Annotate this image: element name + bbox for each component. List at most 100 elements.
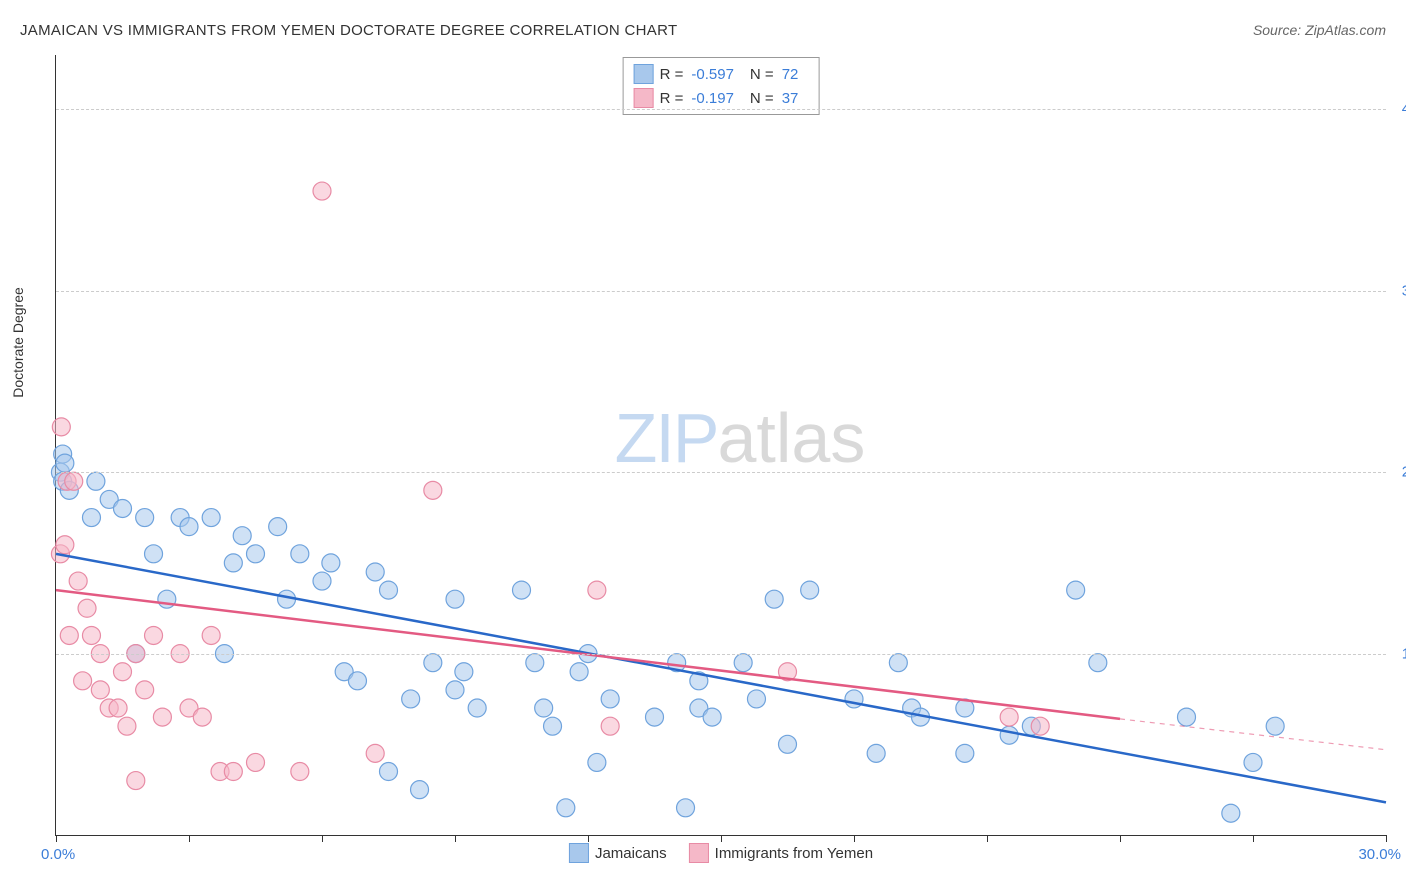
x-tick (1386, 835, 1387, 842)
data-point (601, 690, 619, 708)
data-point (1089, 654, 1107, 672)
data-point (544, 717, 562, 735)
x-tick (721, 835, 722, 842)
data-point (366, 563, 384, 581)
x-tick (588, 835, 589, 842)
gridline (56, 654, 1386, 655)
x-tick (56, 835, 57, 842)
data-point (348, 672, 366, 690)
data-point (446, 681, 464, 699)
data-point (233, 527, 251, 545)
data-point (291, 545, 309, 563)
legend-n-label: N = (750, 66, 774, 83)
data-point (801, 581, 819, 599)
data-point (1178, 708, 1196, 726)
data-point (513, 581, 531, 599)
data-point (69, 572, 87, 590)
data-point (153, 708, 171, 726)
data-point (193, 708, 211, 726)
data-point (1244, 753, 1262, 771)
data-point (322, 554, 340, 572)
correlation-legend: R =-0.597N =72R =-0.197N =37 (623, 57, 820, 115)
data-point (136, 681, 154, 699)
data-point (87, 472, 105, 490)
data-point (82, 626, 100, 644)
gridline (56, 472, 1386, 473)
gridline (56, 109, 1386, 110)
data-point (601, 717, 619, 735)
data-point (74, 672, 92, 690)
data-point (646, 708, 664, 726)
data-point (526, 654, 544, 672)
legend-swatch (689, 843, 709, 863)
legend-n-value: 37 (782, 90, 799, 107)
data-point (145, 626, 163, 644)
data-point (535, 699, 553, 717)
series-legend: JamaicansImmigrants from Yemen (569, 843, 873, 863)
x-tick (1120, 835, 1121, 842)
data-point (136, 509, 154, 527)
legend-label: Jamaicans (595, 845, 667, 862)
data-point (424, 654, 442, 672)
x-tick (987, 835, 988, 842)
data-point (380, 763, 398, 781)
data-point (588, 753, 606, 771)
data-point (91, 681, 109, 699)
y-tick-label: 1.0% (1402, 645, 1406, 662)
chart-title: JAMAICAN VS IMMIGRANTS FROM YEMEN DOCTOR… (20, 22, 677, 39)
data-point (127, 772, 145, 790)
data-point (380, 581, 398, 599)
data-point (1031, 717, 1049, 735)
data-point (56, 536, 74, 554)
data-point (411, 781, 429, 799)
y-tick-label: 3.0% (1402, 282, 1406, 299)
y-tick-label: 4.0% (1402, 101, 1406, 118)
x-tick (854, 835, 855, 842)
plot-area: Doctorate Degree ZIPatlas R =-0.597N =72… (55, 55, 1386, 836)
data-point (247, 753, 265, 771)
source-attribution: Source: ZipAtlas.com (1253, 22, 1386, 38)
data-point (1067, 581, 1085, 599)
data-point (291, 763, 309, 781)
x-tick (455, 835, 456, 842)
data-point (703, 708, 721, 726)
data-point (109, 699, 127, 717)
legend-r-label: R = (660, 66, 684, 83)
data-point (60, 626, 78, 644)
legend-swatch (569, 843, 589, 863)
data-point (956, 744, 974, 762)
data-point (402, 690, 420, 708)
data-point (557, 799, 575, 817)
data-point (313, 182, 331, 200)
legend-row: R =-0.597N =72 (634, 62, 809, 86)
x-axis-min-label: 0.0% (41, 846, 75, 863)
legend-item: Jamaicans (569, 843, 667, 863)
legend-r-label: R = (660, 90, 684, 107)
data-point (366, 744, 384, 762)
data-point (269, 518, 287, 536)
data-point (1000, 708, 1018, 726)
legend-row: R =-0.197N =37 (634, 86, 809, 110)
data-point (114, 499, 132, 517)
legend-r-value: -0.197 (691, 90, 734, 107)
data-point (78, 599, 96, 617)
data-point (747, 690, 765, 708)
data-point (779, 735, 797, 753)
data-point (1000, 726, 1018, 744)
data-point (570, 663, 588, 681)
data-point (247, 545, 265, 563)
data-point (765, 590, 783, 608)
legend-swatch (634, 64, 654, 84)
data-point (224, 763, 242, 781)
data-point (313, 572, 331, 590)
y-axis-label: Doctorate Degree (10, 287, 26, 398)
x-tick (189, 835, 190, 842)
data-point (56, 454, 74, 472)
chart-container: JAMAICAN VS IMMIGRANTS FROM YEMEN DOCTOR… (0, 0, 1406, 892)
data-point (424, 481, 442, 499)
data-point (734, 654, 752, 672)
data-point (1266, 717, 1284, 735)
data-point (65, 472, 83, 490)
legend-r-value: -0.597 (691, 66, 734, 83)
regression-line-extrapolated (1120, 719, 1386, 750)
